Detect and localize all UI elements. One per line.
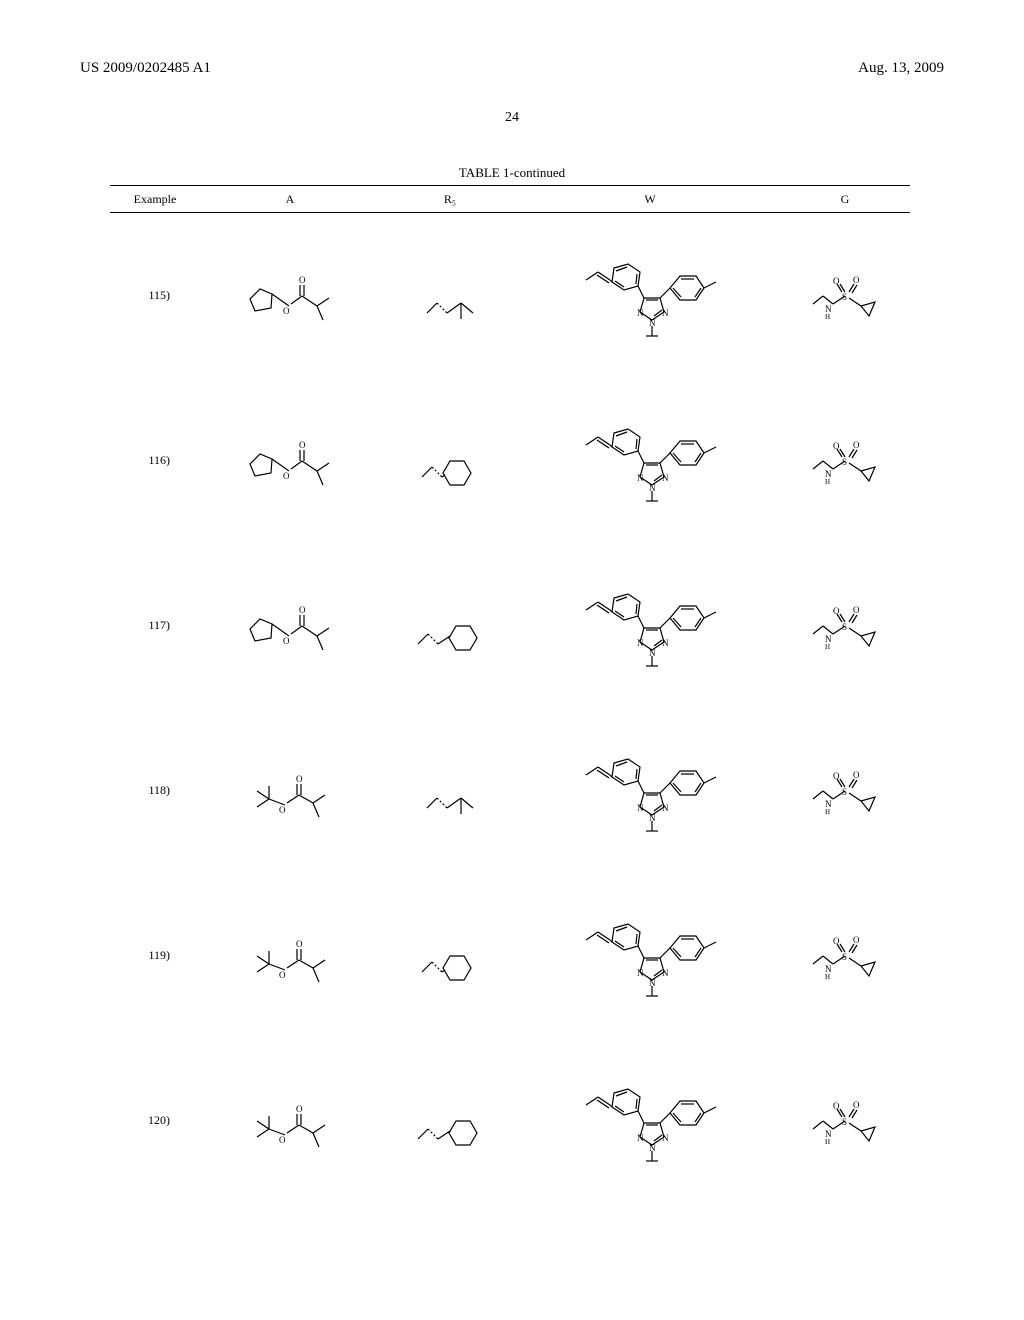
page-header: US 2009/0202485 A1 Aug. 13, 2009 — [0, 60, 1024, 77]
document-number: US 2009/0202485 A1 — [80, 60, 211, 77]
structure-a-icon — [245, 596, 335, 656]
fragment-w — [520, 580, 780, 672]
example-number: 119) — [110, 948, 200, 963]
structure-r5-icon — [421, 267, 479, 325]
fragment-g — [780, 435, 910, 487]
structure-w-icon — [580, 910, 720, 1002]
example-number: 117) — [110, 618, 200, 633]
structure-g-icon — [809, 930, 881, 982]
structure-a-icon — [249, 926, 331, 986]
structure-g-icon — [809, 600, 881, 652]
fragment-g — [780, 270, 910, 322]
col-header-example: Example — [110, 192, 200, 207]
structure-r5-icon — [414, 596, 486, 656]
structure-w-icon — [580, 745, 720, 837]
structure-r5-icon — [414, 1091, 486, 1151]
table-row: 115) — [110, 213, 910, 378]
fragment-w — [520, 415, 780, 507]
fragment-a — [200, 596, 380, 656]
fragment-r5 — [380, 1091, 520, 1151]
table-body: 115) 116) 117) 118) 119) 120) — [110, 213, 910, 1203]
structure-a-icon — [249, 1091, 331, 1151]
col-header-r5: R₅ — [380, 192, 520, 207]
table-row: 117) — [110, 543, 910, 708]
structure-w-icon — [580, 580, 720, 672]
table-row: 119) — [110, 873, 910, 1038]
col-header-a: A — [200, 192, 380, 207]
col-header-g: G — [780, 192, 910, 207]
fragment-g — [780, 600, 910, 652]
structure-g-icon — [809, 765, 881, 817]
fragment-w — [520, 910, 780, 1002]
document-date: Aug. 13, 2009 — [858, 60, 944, 77]
table-header-row: Example A R₅ W G — [110, 185, 910, 213]
table-row: 116) — [110, 378, 910, 543]
fragment-g — [780, 1095, 910, 1147]
fragment-r5 — [380, 762, 520, 820]
structure-a-icon — [245, 431, 335, 491]
structure-a-icon — [245, 266, 335, 326]
fragment-w — [520, 1075, 780, 1167]
fragment-g — [780, 930, 910, 982]
structure-r5-icon — [421, 762, 479, 820]
structure-w-icon — [580, 1075, 720, 1167]
structure-g-icon — [809, 1095, 881, 1147]
structure-g-icon — [809, 435, 881, 487]
example-number: 118) — [110, 783, 200, 798]
example-number: 115) — [110, 288, 200, 303]
chemical-table: Example A R₅ W G 115) 116) 117) 118) 119) 120… — [110, 185, 910, 1203]
structure-r5-icon — [416, 431, 484, 491]
structure-g-icon — [809, 270, 881, 322]
fragment-r5 — [380, 431, 520, 491]
fragment-g — [780, 765, 910, 817]
fragment-a — [200, 266, 380, 326]
fragment-r5 — [380, 926, 520, 986]
table-row: 118) — [110, 708, 910, 873]
page-number: 24 — [0, 110, 1024, 126]
col-header-w: W — [520, 192, 780, 207]
fragment-a — [200, 1091, 380, 1151]
fragment-r5 — [380, 596, 520, 656]
example-number: 120) — [110, 1113, 200, 1128]
table-caption: TABLE 1-continued — [0, 165, 1024, 181]
fragment-w — [520, 250, 780, 342]
structure-w-icon — [580, 415, 720, 507]
structure-r5-icon — [416, 926, 484, 986]
structure-w-icon — [580, 250, 720, 342]
fragment-a — [200, 761, 380, 821]
fragment-a — [200, 926, 380, 986]
structure-a-icon — [249, 761, 331, 821]
fragment-r5 — [380, 267, 520, 325]
fragment-w — [520, 745, 780, 837]
example-number: 116) — [110, 453, 200, 468]
fragment-a — [200, 431, 380, 491]
table-row: 120) — [110, 1038, 910, 1203]
